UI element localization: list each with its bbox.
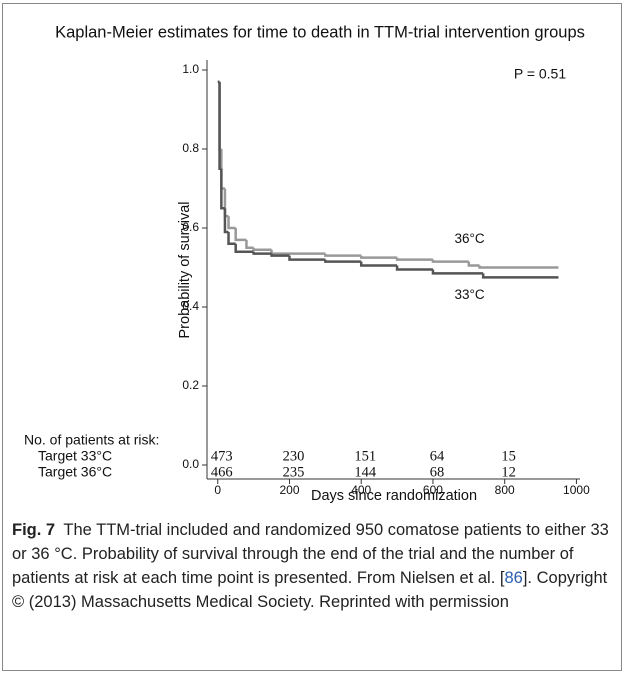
risk-count: 15 [501, 448, 516, 464]
figure-frame [2, 3, 622, 671]
risk-row-label: Target 33°C [38, 448, 112, 464]
y-axis-label: Probability of survival [177, 202, 193, 339]
x-tick-label: 1000 [563, 483, 590, 497]
survival-step [478, 265, 559, 269]
y-tick-label: 0.4 [182, 299, 199, 313]
survival-step [245, 239, 254, 249]
survival-step [270, 249, 326, 255]
series-label: 36°C [454, 231, 484, 246]
x-tick-label: 600 [423, 483, 443, 497]
chart: Kaplan-Meier estimates for time to death… [24, 23, 590, 504]
survival-step [324, 253, 362, 257]
y-tick-label: 0.0 [182, 457, 199, 471]
y-tick-label: 0.6 [182, 220, 199, 234]
survival-step [431, 259, 469, 263]
risk-count: 12 [501, 464, 516, 480]
x-tick-label: 0 [214, 483, 221, 497]
risk-row-label: Target 36°C [38, 464, 112, 480]
risk-count: 151 [354, 448, 376, 464]
survival-step [481, 273, 559, 279]
caption-text: The TTM-trial included and randomized 95… [12, 521, 609, 587]
risk-count: 466 [211, 464, 233, 480]
survival-step [359, 255, 398, 259]
survival-step [288, 255, 326, 261]
risk-count: 144 [354, 464, 377, 480]
caption: Fig. 7 The TTM-trial included and random… [12, 518, 612, 614]
survival-step [252, 251, 272, 255]
survival-step [467, 261, 480, 267]
caption-label: Fig. 7 [12, 521, 56, 539]
risk-table-title: No. of patients at risk: [24, 432, 159, 448]
reference-link[interactable]: 86 [504, 569, 523, 587]
survival-step [431, 269, 484, 275]
survival-step [395, 257, 433, 261]
y-tick-label: 0.8 [182, 141, 199, 155]
x-tick-label: 200 [279, 483, 299, 497]
survival-step [324, 259, 362, 263]
risk-count: 64 [430, 448, 445, 464]
survival-step [395, 265, 433, 271]
survival-step [227, 231, 236, 246]
survival-step [252, 247, 272, 251]
y-tick-label: 1.0 [182, 62, 199, 76]
survival-step [234, 228, 247, 242]
risk-count: 68 [430, 464, 445, 480]
survival-step [270, 253, 290, 257]
survival-step [359, 261, 398, 267]
risk-count: 473 [211, 448, 233, 464]
caption-text: ]. Copyright © (2013) Massachusetts Medi… [12, 569, 608, 611]
survival-step [234, 243, 254, 253]
risk-count: 230 [283, 448, 305, 464]
series-label: 33°C [454, 287, 484, 302]
risk-count: 235 [283, 464, 305, 480]
y-tick-label: 0.2 [182, 378, 199, 392]
x-tick-label: 400 [351, 483, 371, 497]
chart-title: Kaplan-Meier estimates for time to death… [55, 23, 585, 41]
p-value: P = 0.51 [514, 66, 567, 82]
x-axis-label: Days since randomization [311, 488, 477, 504]
x-tick-label: 800 [495, 483, 515, 497]
survival-step [227, 216, 236, 230]
